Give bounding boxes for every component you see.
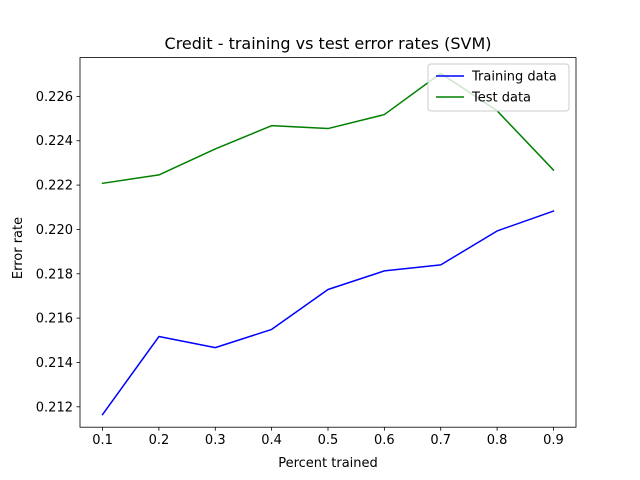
x-tick-label: 0.1 (92, 433, 113, 448)
chart-title: Credit - training vs test error rates (S… (165, 34, 492, 53)
x-tick-label: 0.3 (205, 433, 226, 448)
y-tick-label: 0.220 (36, 223, 73, 238)
x-axis-label: Percent trained (278, 456, 378, 471)
plot-area: 0.1 0.2 0.3 0.4 0.5 0.6 0.7 0.8 0.9 0.212 0.214 0.2… (36, 57, 577, 448)
x-tick-label: 0.5 (318, 433, 339, 448)
y-axis-label: Error rate (11, 217, 26, 279)
y-tick-label: 0.216 (36, 312, 73, 327)
y-tick-label: 0.218 (36, 267, 73, 282)
y-tick-label: 0.212 (36, 400, 73, 415)
y-tick-label: 0.214 (36, 356, 73, 371)
legend: Training data Test data (427, 63, 570, 112)
y-tick-label: 0.226 (36, 90, 73, 105)
y-tick-label: 0.222 (36, 179, 73, 194)
x-tick-label: 0.6 (374, 433, 395, 448)
legend-label-test-data: Test data (471, 91, 531, 106)
x-tick-label: 0.2 (149, 433, 170, 448)
x-tick-label: 0.8 (487, 433, 508, 448)
x-tick-label: 0.4 (261, 433, 282, 448)
y-tick-label: 0.224 (36, 134, 73, 149)
legend-label-training-data: Training data (471, 70, 557, 85)
x-tick-label: 0.7 (430, 433, 451, 448)
series-line-training-data (101, 210, 555, 416)
x-tick-label: 0.9 (543, 433, 564, 448)
